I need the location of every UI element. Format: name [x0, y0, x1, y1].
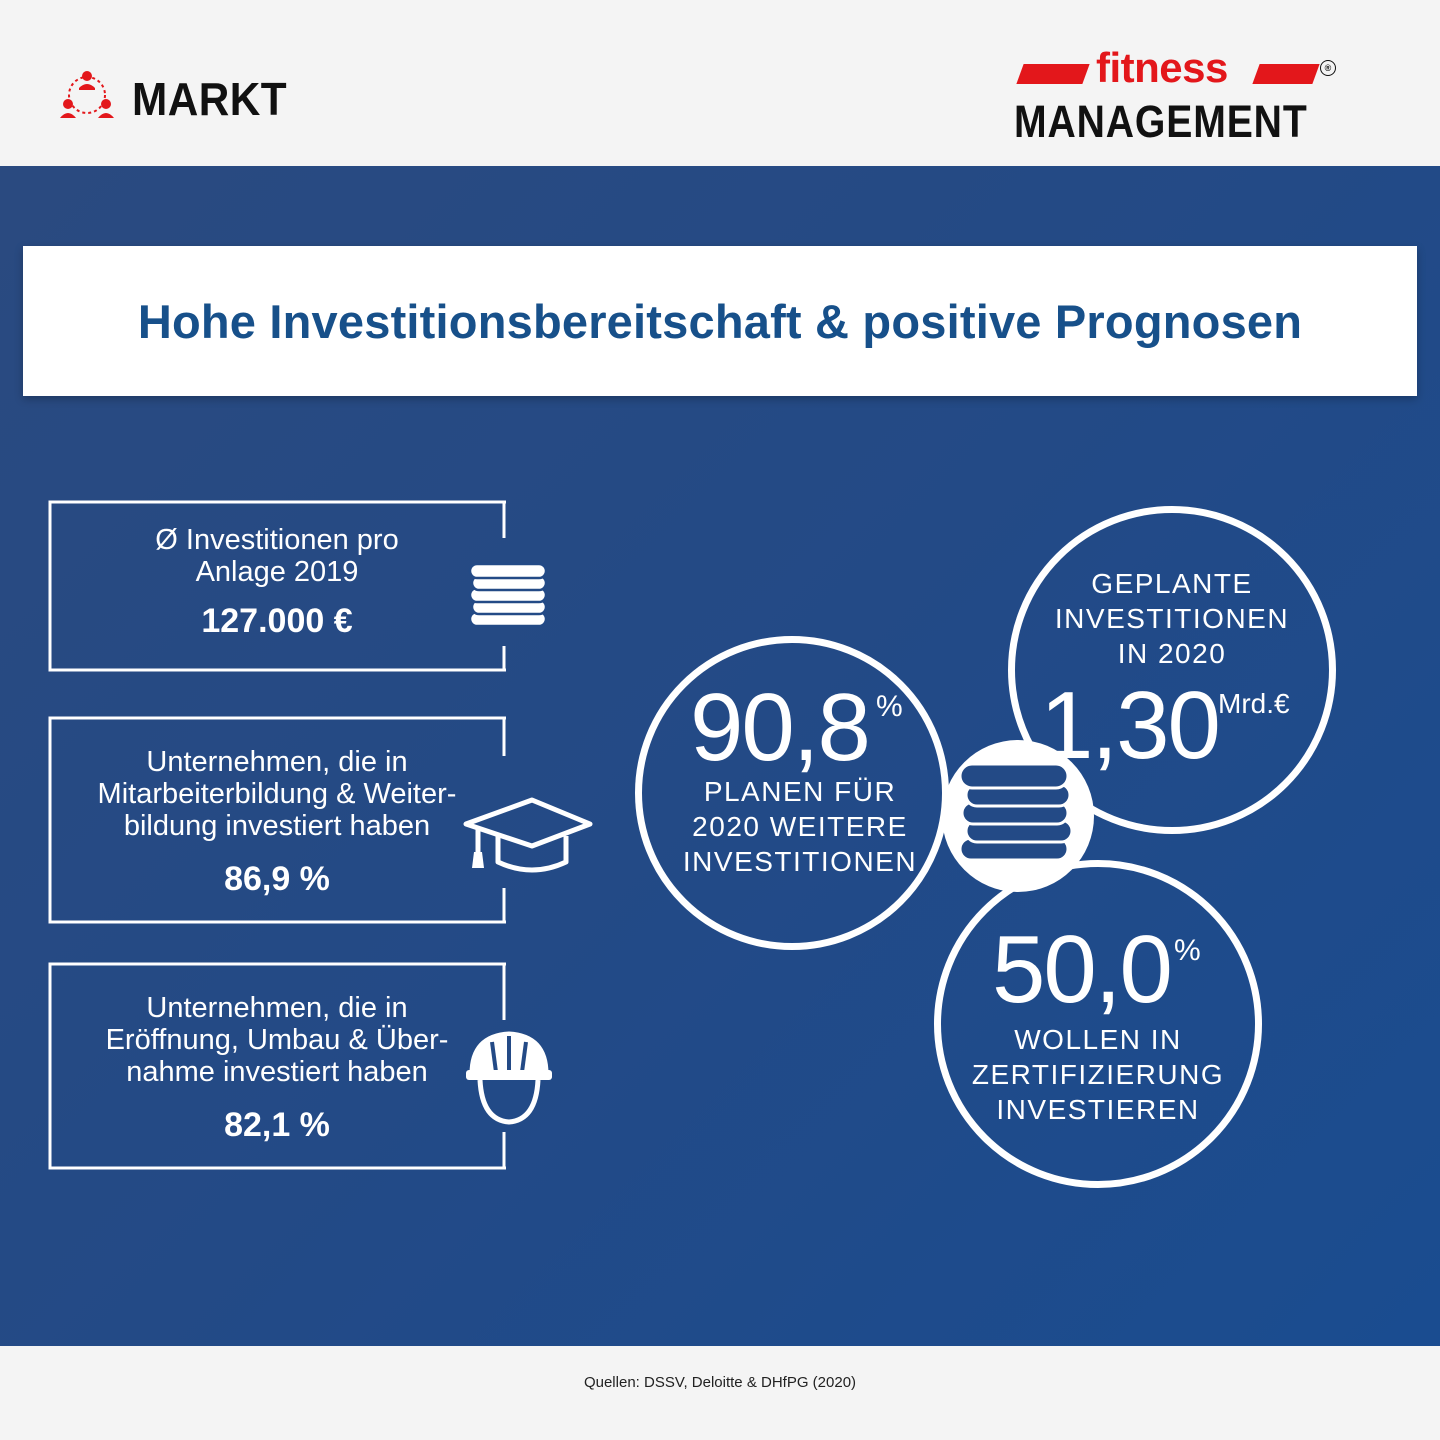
page-title: Hohe Investitionsbereitschaft & positive…: [137, 294, 1303, 348]
circle-planen-text: PLANEN FÜR 2020 WEITERE INVESTITIONEN: [682, 776, 918, 877]
percent-sign: %: [1174, 934, 1201, 967]
box-frame: [48, 716, 506, 924]
registered-mark: ®: [1320, 60, 1336, 76]
percent-sign: %: [876, 690, 903, 723]
circle-zertifizierung: [934, 860, 1262, 1188]
main-panel: Hohe Investitionsbereitschaft & positive…: [0, 166, 1440, 1346]
stat-label: Unternehmen, die in Mitarbeiterbildung &…: [97, 746, 457, 842]
logo-bar-left: [1016, 64, 1090, 84]
box-frame: [48, 500, 506, 672]
stat-value: 127.000 €: [201, 602, 353, 640]
coins-stack-icon: [468, 562, 548, 628]
stat-box-investitionen: Ø Investitionen pro Anlage 2019 127.000 …: [48, 500, 548, 672]
graduation-cap-icon: [463, 797, 593, 873]
stat-text: Ø Investitionen pro Anlage 2019 127.000 …: [48, 524, 506, 641]
construction-worker-icon: [466, 1031, 552, 1125]
header-bar: MARKT fitness ® MANAGEMENT: [0, 0, 1440, 166]
circle-geplant-heading: GEPLANTE INVESTITIONEN IN 2020: [1054, 568, 1290, 669]
title-box: Hohe Investitionsbereitschaft & positive…: [23, 246, 1417, 396]
footer: Quellen: DSSV, Deloitte & DHfPG (2020): [0, 1346, 1440, 1440]
percent-zertifizierung: 50,0: [992, 916, 1173, 1023]
percent-planen: 90,8: [690, 674, 871, 781]
amount-unit: Mrd.€: [1218, 688, 1290, 719]
logo-bar-right: [1252, 64, 1320, 84]
stat-value: 82,1 %: [224, 1106, 330, 1144]
stat-label: Unternehmen, die in Eröffnung, Umbau & Ü…: [105, 992, 449, 1088]
box-frame: [48, 962, 506, 1170]
circle-zertifizierung-text: WOLLEN IN ZERTIFIZIERUNG INVESTIEREN: [971, 1024, 1225, 1125]
stat-box-mitarbeiterbildung: Unternehmen, die in Mitarbeiterbildung &…: [48, 716, 593, 924]
amount-geplant: 1,30: [1040, 672, 1221, 779]
stat-text: Unternehmen, die in Mitarbeiterbildung &…: [48, 746, 506, 899]
section-label: MARKT: [132, 73, 288, 125]
circle-geplant: [1008, 506, 1336, 834]
stat-value: 86,9 %: [224, 860, 330, 898]
people-network-icon: [60, 71, 114, 118]
stat-box-eroeffnung: Unternehmen, die in Eröffnung, Umbau & Ü…: [48, 962, 552, 1170]
stat-label: Ø Investitionen pro Anlage 2019: [155, 524, 399, 588]
fitness-management-logo: fitness ® MANAGEMENT: [1010, 44, 1340, 148]
source-note: Quellen: DSSV, Deloitte & DHfPG (2020): [583, 1374, 857, 1391]
logo-fitness-text: fitness: [1096, 44, 1228, 91]
logo-management-text: MANAGEMENT: [1014, 96, 1308, 147]
coins-stack-icon: [958, 762, 1074, 862]
stat-text: Unternehmen, die in Eröffnung, Umbau & Ü…: [48, 992, 506, 1145]
